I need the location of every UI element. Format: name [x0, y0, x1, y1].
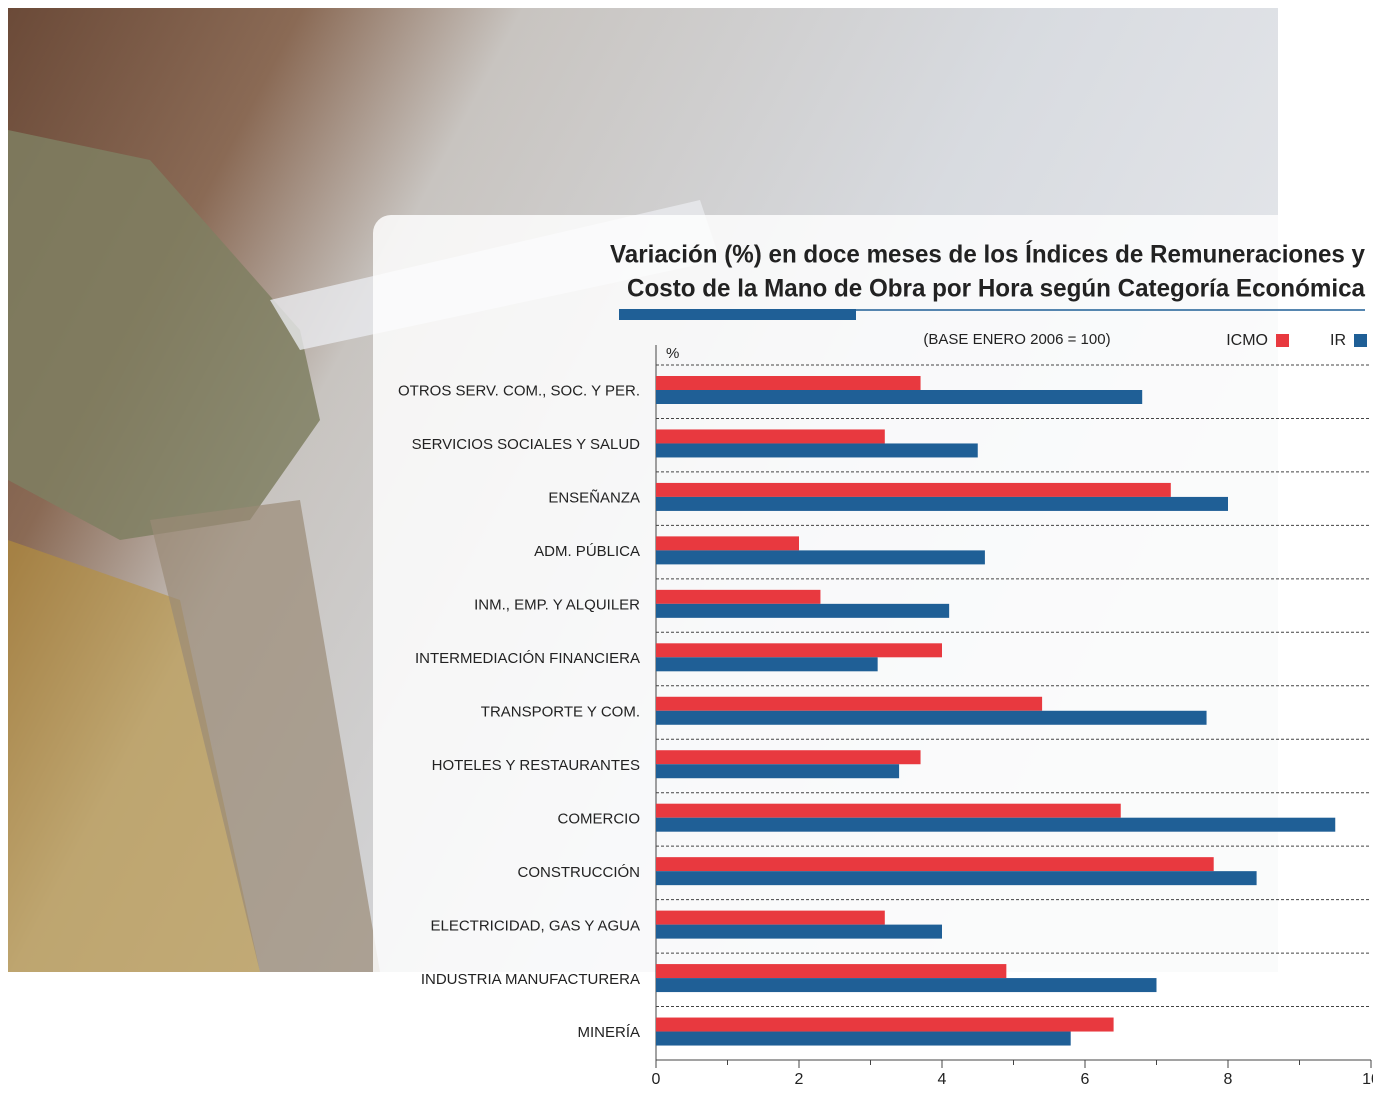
- y-tick-label: INTERMEDIACIÓN FINANCIERA: [415, 650, 640, 667]
- legend-swatch: [1276, 334, 1289, 347]
- y-tick-label: ELECTRICIDAD, GAS Y AGUA: [430, 917, 640, 934]
- bar: [656, 750, 921, 765]
- y-tick-label: TRANSPORTE Y COM.: [481, 703, 640, 720]
- axis-unit-label: %: [666, 345, 679, 362]
- y-tick-label: INDUSTRIA MANUFACTURERA: [421, 971, 640, 988]
- bar: [656, 924, 942, 939]
- bar: [656, 978, 1157, 993]
- y-tick-label: SERVICIOS SOCIALES Y SALUD: [412, 436, 641, 453]
- x-tick-label: 6: [1081, 1071, 1090, 1088]
- y-tick-label: ADM. PÚBLICA: [534, 543, 640, 560]
- y-tick-label: INM., EMP. Y ALQUILER: [474, 597, 640, 614]
- chart-subtitle: (BASE ENERO 2006 = 100): [923, 331, 1110, 348]
- bar: [656, 536, 799, 551]
- bar: [656, 550, 985, 565]
- x-tick-label: 2: [795, 1071, 804, 1088]
- x-tick-label: 8: [1224, 1071, 1233, 1088]
- y-tick-label: COMERCIO: [558, 810, 641, 827]
- bar: [656, 643, 942, 658]
- x-tick-label: 10: [1362, 1071, 1373, 1088]
- x-tick-label: 4: [938, 1071, 947, 1088]
- y-tick-label: OTROS SERV. COM., SOC. Y PER.: [398, 383, 640, 400]
- bar: [656, 390, 1143, 404]
- bar: [656, 710, 1207, 725]
- bar: [656, 871, 1257, 886]
- bar: [656, 964, 1007, 979]
- bar: [656, 496, 1228, 511]
- bar: [656, 1017, 1114, 1032]
- chart-title: Variación (%) en doce meses de los Índic…: [610, 240, 1365, 269]
- y-tick-label: CONSTRUCCIÓN: [518, 864, 641, 881]
- y-tick-label: HOTELES Y RESTAURANTES: [432, 757, 640, 774]
- y-tick-label: ENSEÑANZA: [548, 490, 640, 507]
- bar: [656, 857, 1214, 872]
- x-tick-label: 0: [652, 1071, 661, 1088]
- y-tick-label: MINERÍA: [577, 1024, 640, 1041]
- bar: [656, 376, 921, 390]
- bar: [656, 803, 1121, 818]
- legend-swatch: [1354, 334, 1367, 347]
- bar: [656, 603, 950, 618]
- bar: [656, 589, 821, 604]
- bar: [656, 764, 900, 779]
- bar: [656, 429, 885, 444]
- bar: [656, 482, 1171, 497]
- bar: [656, 910, 885, 925]
- title-block: Variación (%) en doce meses de los Índic…: [610, 240, 1366, 362]
- bar: [656, 657, 878, 672]
- bar: [656, 696, 1043, 711]
- bar: [656, 1031, 1071, 1046]
- chart-title: Costo de la Mano de Obra por Hora según …: [627, 275, 1366, 303]
- legend-label: IR: [1330, 332, 1346, 349]
- bar: [656, 817, 1336, 832]
- bar: [656, 443, 978, 458]
- legend-label: ICMO: [1226, 332, 1268, 349]
